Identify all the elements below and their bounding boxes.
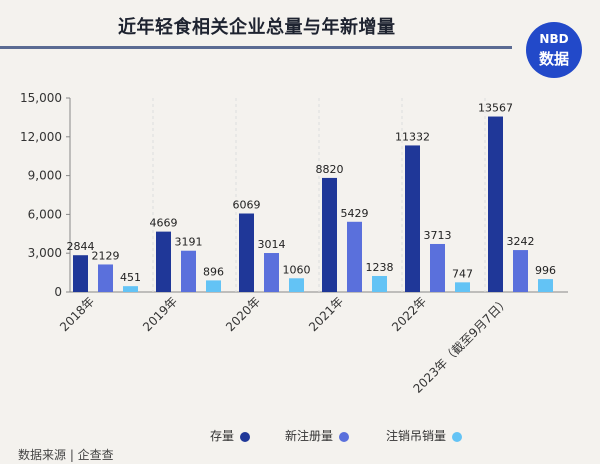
bar-stock (73, 255, 88, 292)
bar-value-label: 3713 (424, 229, 452, 242)
x-tick-label: 2018年 (57, 294, 97, 334)
bar-stock (405, 145, 420, 292)
bar-cancelled (289, 278, 304, 292)
y-tick-label: 3,000 (28, 246, 62, 260)
data-source: 数据来源 | 企查查 (18, 448, 114, 462)
chart-title: 近年轻食相关企业总量与年新增量 (118, 17, 396, 38)
x-tick-label: 2021年 (306, 294, 346, 334)
logo-brand: NBD (539, 32, 569, 46)
legend-item-new: 新注册量 (285, 427, 350, 444)
bar-value-label: 3242 (507, 235, 535, 248)
x-tick-label: 2019年 (140, 294, 180, 334)
title-bar: 近年轻食相关企业总量与年新增量 (0, 0, 600, 62)
bar-value-label: 3014 (258, 238, 286, 251)
bar-value-label: 2844 (67, 240, 95, 253)
bar-value-label: 1060 (283, 263, 311, 276)
bar-stock (488, 116, 503, 292)
bar-new (430, 243, 445, 292)
bar-new (264, 253, 279, 292)
legend-item-stock: 存量 (210, 427, 251, 444)
bar-stock (239, 213, 254, 292)
y-tick-label: 15,000 (20, 91, 62, 105)
legend: 存量 新注册量 注销吊销量 (210, 427, 550, 445)
legend-swatch-new (339, 431, 350, 442)
bar-value-label: 4669 (150, 217, 178, 230)
bar-value-label: 2129 (92, 249, 120, 262)
bar-cancelled (206, 280, 221, 292)
nbd-logo: NBD 数据 (526, 22, 582, 78)
bar-value-label: 5429 (341, 207, 369, 220)
bar-value-label: 1238 (366, 261, 394, 274)
bar-value-label: 3191 (175, 236, 203, 249)
bar-value-label: 896 (203, 265, 224, 278)
bar-value-label: 11332 (395, 130, 430, 143)
y-tick-label: 12,000 (20, 130, 62, 144)
bar-new (513, 250, 528, 292)
bar-new (347, 221, 362, 292)
bar-value-label: 747 (452, 267, 473, 280)
legend-label-stock: 存量 (210, 429, 235, 443)
x-tick-label: 2023年（截至9月7日） (410, 294, 512, 396)
legend-label-cancelled: 注销吊销量 (386, 429, 447, 443)
bar-value-label: 996 (535, 264, 556, 277)
bar-value-label: 13567 (478, 102, 513, 115)
bar-value-label: 451 (120, 271, 141, 284)
bar-cancelled (123, 286, 138, 292)
bar-new (98, 264, 113, 292)
bar-cancelled (372, 275, 387, 292)
bar-value-label: 8820 (316, 163, 344, 176)
legend-item-cancelled: 注销吊销量 (386, 427, 463, 444)
bar-stock (156, 231, 171, 292)
logo-label: 数据 (538, 50, 569, 68)
x-tick-label: 2020年 (223, 294, 263, 334)
legend-swatch-cancelled (452, 431, 463, 442)
title-underline (0, 46, 512, 49)
bar-value-label: 6069 (233, 199, 261, 212)
bar-cancelled (455, 282, 470, 292)
legend-swatch-stock (240, 431, 251, 442)
bar-stock (322, 177, 337, 292)
y-tick-label: 9,000 (28, 169, 62, 183)
bar-cancelled (538, 279, 553, 292)
y-tick-label: 0 (54, 285, 62, 299)
y-tick-label: 6,000 (28, 207, 62, 221)
bar-new (181, 250, 196, 292)
legend-label-new: 新注册量 (285, 429, 334, 443)
x-tick-label: 2022年 (389, 294, 429, 334)
